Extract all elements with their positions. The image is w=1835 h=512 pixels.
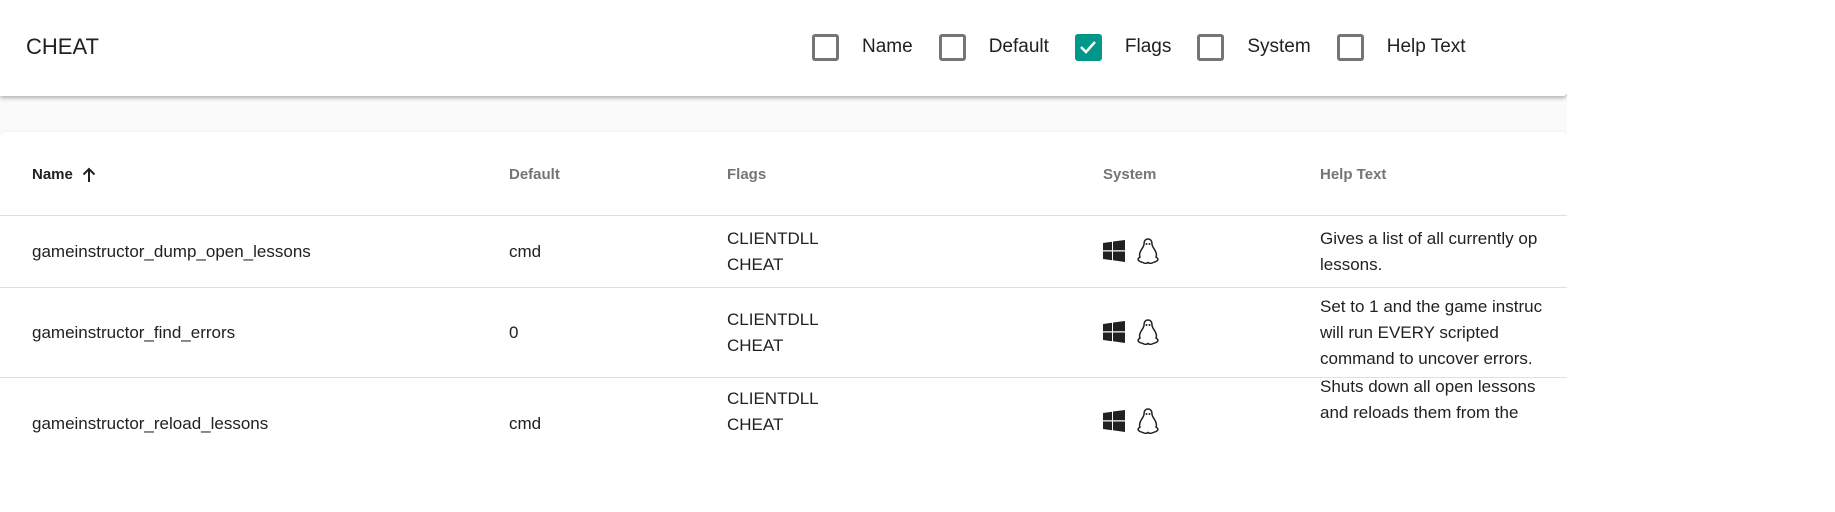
cvar-flags: CLIENTDLL CHEAT xyxy=(727,226,819,278)
cvar-name: gameinstructor_dump_open_lessons xyxy=(32,242,311,261)
column-header-system[interactable]: System xyxy=(1103,166,1157,183)
linux-icon xyxy=(1137,319,1159,345)
filter-label[interactable]: Help Text xyxy=(1386,36,1466,57)
checkmark-icon xyxy=(1080,41,1097,54)
cvar-default: 0 xyxy=(509,323,519,342)
filter-label[interactable]: Default xyxy=(988,36,1049,57)
column-header-help-text[interactable]: Help Text xyxy=(1320,166,1387,183)
filter-checkbox-system[interactable] xyxy=(1197,33,1225,61)
cvar-system xyxy=(1103,319,1159,345)
filter-label[interactable]: System xyxy=(1247,36,1311,57)
flag: CLIENTDLL xyxy=(727,229,819,248)
cvar-name: gameinstructor_find_errors xyxy=(32,323,236,342)
convar-table: Name Default Flags System Help Text game… xyxy=(0,132,1567,512)
flag: CLIENTDLL xyxy=(727,310,819,329)
app-header: CHEAT Name Default Flags System Help Text xyxy=(0,0,1567,96)
cvar-flags: CLIENTDLL CHEAT xyxy=(727,386,819,438)
filter-checkbox-default[interactable] xyxy=(938,33,966,61)
cvar-system xyxy=(1103,408,1159,434)
cvar-default: cmd xyxy=(509,414,542,433)
table-header-row: Name Default Flags System Help Text xyxy=(0,132,1567,216)
column-header-default[interactable]: Default xyxy=(509,166,560,183)
windows-icon xyxy=(1103,240,1125,262)
flag: CHEAT xyxy=(727,255,784,274)
cvar-system xyxy=(1103,238,1159,264)
cvar-help-text: Set to 1 and the game instruc will run EV… xyxy=(1320,297,1543,368)
sort-ascending-icon xyxy=(82,167,96,182)
flag: CLIENTDLL xyxy=(727,389,819,408)
linux-icon xyxy=(1137,408,1159,434)
flag: CHEAT xyxy=(727,415,784,434)
cvar-help-text: Gives a list of all currently op lessons. xyxy=(1320,229,1538,274)
linux-icon xyxy=(1137,238,1159,264)
column-header-name[interactable]: Name xyxy=(32,162,97,188)
flag: CHEAT xyxy=(727,336,784,355)
cvar-default: cmd xyxy=(509,242,542,261)
filter-checkbox-flags[interactable] xyxy=(1074,33,1102,61)
cvar-flags: CLIENTDLL CHEAT xyxy=(727,307,819,359)
windows-icon xyxy=(1103,321,1125,343)
cvar-name: gameinstructor_reload_lessons xyxy=(32,414,269,433)
table-row[interactable]: gameinstructor_dump_open_lessons cmd CLI… xyxy=(0,216,1567,288)
cvar-help-text: Shuts down all open lessons and reloads t… xyxy=(1320,377,1536,422)
column-filters: Name Default Flags System Help Text xyxy=(812,30,1492,64)
column-header-flags[interactable]: Flags xyxy=(727,166,767,183)
windows-icon xyxy=(1103,410,1125,432)
filter-label[interactable]: Name xyxy=(862,36,913,57)
table-row[interactable]: gameinstructor_find_errors 0 CLIENTDLL CH… xyxy=(0,288,1567,378)
filter-checkbox-name[interactable] xyxy=(812,33,839,61)
filter-checkbox-help-text[interactable] xyxy=(1336,33,1364,61)
page-title: CHEAT xyxy=(26,34,99,59)
filter-label[interactable]: Flags xyxy=(1124,36,1172,57)
table-row[interactable]: gameinstructor_reload_lessons cmd CLIENT… xyxy=(0,377,1567,512)
